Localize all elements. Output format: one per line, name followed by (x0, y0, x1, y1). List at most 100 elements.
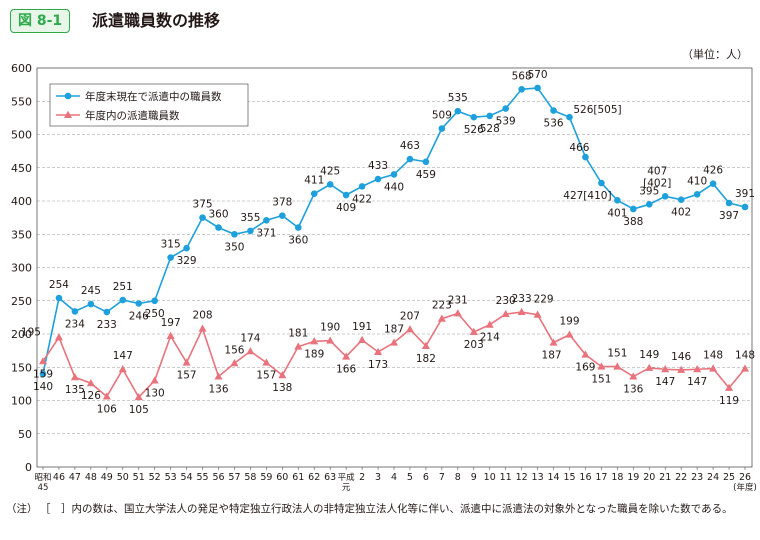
data-point (661, 365, 670, 373)
data-label: 422 (352, 193, 372, 205)
data-point (134, 392, 143, 401)
y-tick-label: 600 (11, 62, 32, 75)
data-point (87, 300, 95, 308)
y-tick-label: 500 (11, 129, 32, 142)
data-label: 187 (384, 324, 404, 336)
data-point (166, 331, 175, 339)
legend-marker (64, 110, 72, 118)
data-label: 138 (272, 382, 292, 394)
data-label: 397 (719, 210, 739, 222)
x-tick-label: 9 (471, 472, 477, 483)
x-tick-label: 47 (69, 472, 81, 483)
data-point (581, 350, 590, 358)
data-point (39, 370, 47, 378)
legend-label: 年度末現在で派遣中の職員数 (85, 90, 222, 103)
x-tick-label: 26 (739, 472, 751, 483)
y-tick-label: 50 (18, 428, 32, 441)
data-label: 159 (33, 368, 53, 380)
data-point (70, 373, 79, 381)
data-point (151, 297, 158, 305)
data-label: 509 (432, 110, 452, 122)
data-label: 157 (256, 370, 276, 382)
data-point (86, 379, 95, 387)
data-label: 191 (352, 321, 372, 333)
data-point (262, 358, 271, 366)
data-label: 151 (591, 374, 611, 386)
data-point (135, 300, 143, 307)
data-label: 360 (288, 235, 308, 247)
data-label: 119 (719, 395, 739, 407)
data-point (630, 205, 637, 213)
data-point (118, 365, 127, 373)
data-label: 207 (400, 310, 420, 322)
y-tick-label: 0 (25, 461, 32, 474)
data-label: 315 (161, 239, 181, 251)
x-tick-label: 13 (532, 472, 544, 483)
data-point (294, 342, 303, 350)
x-tick-label: 10 (484, 472, 496, 483)
data-point (183, 244, 190, 252)
x-tick-label: 平成 (338, 472, 356, 483)
data-label: 463 (400, 140, 420, 152)
data-label: 214 (480, 332, 500, 344)
data-label: 223 (432, 300, 452, 312)
data-label: 140 (33, 381, 53, 393)
data-label: 526 (464, 124, 484, 136)
data-label: 409 (336, 202, 356, 214)
x-tick-label: 50 (117, 472, 129, 483)
data-point (54, 333, 63, 341)
x-tick-label: 23 (691, 472, 703, 483)
x-tick-label: 49 (101, 472, 113, 483)
data-label: 195 (21, 326, 41, 338)
data-point (549, 338, 558, 346)
y-tick-label: 250 (11, 295, 32, 308)
data-label: 388 (623, 216, 643, 228)
x-tick-label: 11 (500, 472, 512, 483)
data-point (167, 254, 174, 261)
gridlines (37, 100, 752, 435)
data-point (406, 155, 414, 163)
data-point (613, 362, 622, 370)
series-lines (39, 84, 749, 401)
x-tick-label: 18 (611, 472, 623, 483)
data-point (342, 352, 351, 360)
data-label: 148 (735, 350, 755, 362)
data-point (374, 347, 383, 355)
data-point (677, 365, 686, 373)
data-label: 156 (224, 344, 244, 356)
x-tick-label: 元 (342, 483, 351, 493)
y-tick-label: 350 (11, 228, 32, 241)
data-point (502, 105, 509, 112)
x-tick-label: 63 (324, 472, 336, 483)
data-label: 407 (647, 165, 667, 177)
x-tick-label: 19 (627, 472, 639, 483)
data-label: 189 (304, 348, 324, 360)
data-point (358, 183, 366, 190)
data-point (645, 201, 653, 208)
data-point (246, 347, 255, 355)
x-tick-label: 14 (547, 472, 559, 483)
data-label: 395 (639, 185, 659, 197)
data-point (629, 372, 638, 380)
x-tick-label: 54 (181, 472, 193, 483)
x-tick-label: 56 (212, 472, 224, 483)
data-point (326, 181, 334, 188)
data-label: 355 (240, 212, 260, 224)
data-label: 190 (320, 322, 340, 334)
y-tick-label: 300 (11, 262, 32, 275)
data-point (310, 190, 318, 197)
x-tick-label: 52 (149, 472, 161, 483)
data-label: 169 (575, 362, 595, 374)
data-label: 402 (671, 207, 691, 219)
y-tick-label: 550 (11, 95, 32, 108)
data-point (326, 336, 335, 344)
data-label: 203 (464, 339, 484, 351)
x-tick-label: 59 (260, 472, 272, 483)
data-point (550, 107, 557, 114)
data-point (518, 85, 525, 93)
data-point (214, 372, 223, 380)
data-label: 526[505] (573, 104, 621, 116)
data-point (55, 294, 63, 302)
x-tick-label: 4 (391, 472, 397, 483)
